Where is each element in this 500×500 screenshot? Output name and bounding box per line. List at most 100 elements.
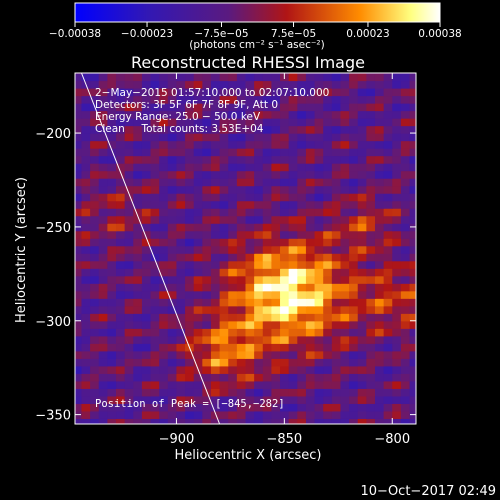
heatmap-cell bbox=[383, 275, 393, 284]
heatmap-cell bbox=[331, 185, 342, 194]
heatmap-cell bbox=[90, 260, 100, 269]
heatmap-cell bbox=[297, 350, 307, 359]
heatmap-cell bbox=[323, 80, 333, 89]
heatmap-cell bbox=[297, 125, 307, 134]
heatmap-cell bbox=[366, 290, 376, 299]
heatmap-cell bbox=[107, 418, 117, 424]
heatmap-cell bbox=[366, 275, 376, 284]
heatmap-cell bbox=[280, 80, 290, 89]
heatmap-cell bbox=[210, 335, 221, 344]
heatmap-cell bbox=[392, 148, 402, 157]
heatmap-cell bbox=[340, 343, 350, 352]
heatmap-cell bbox=[124, 95, 134, 104]
heatmap-cell bbox=[116, 328, 126, 337]
heatmap-cell bbox=[280, 193, 290, 202]
heatmap-cell bbox=[323, 290, 333, 299]
heatmap-cell bbox=[340, 298, 350, 307]
heatmap-cell bbox=[210, 358, 221, 367]
heatmap-cell bbox=[185, 388, 195, 397]
heatmap-cell bbox=[75, 305, 83, 314]
heatmap-cell bbox=[245, 230, 255, 239]
heatmap-cell bbox=[219, 298, 229, 307]
heatmap-cell bbox=[159, 335, 169, 344]
heatmap-cell bbox=[167, 335, 178, 344]
heatmap-cell bbox=[236, 103, 247, 112]
heatmap-cell bbox=[400, 350, 411, 359]
heatmap-cell bbox=[116, 313, 126, 322]
heatmap-cell bbox=[366, 245, 376, 254]
heatmap-cell bbox=[159, 223, 169, 232]
heatmap-cell bbox=[305, 313, 316, 322]
heatmap-cell bbox=[210, 238, 221, 247]
heatmap-cell bbox=[219, 193, 229, 202]
heatmap-cell bbox=[193, 298, 203, 307]
heatmap-cell bbox=[340, 260, 350, 269]
heatmap-cell bbox=[107, 410, 117, 419]
heatmap-cell bbox=[331, 253, 342, 262]
heatmap-cell bbox=[75, 155, 83, 164]
heatmap-cell bbox=[124, 373, 134, 382]
heatmap-cell bbox=[124, 395, 134, 404]
heatmap-cell bbox=[331, 163, 342, 172]
heatmap-cell bbox=[297, 283, 307, 292]
heatmap-cell bbox=[400, 238, 411, 247]
heatmap-cell bbox=[271, 178, 281, 187]
heatmap-cell bbox=[219, 215, 229, 224]
heatmap-cell bbox=[383, 208, 393, 217]
heatmap-cell bbox=[297, 365, 307, 374]
heatmap-cell bbox=[219, 328, 229, 337]
heatmap-cell bbox=[141, 103, 152, 112]
heatmap-cell bbox=[323, 245, 333, 254]
heatmap-cell bbox=[219, 133, 229, 142]
heatmap-cell bbox=[202, 148, 212, 157]
heatmap-cell bbox=[236, 238, 247, 247]
heatmap-cell bbox=[374, 230, 385, 239]
heatmap-cell bbox=[305, 298, 316, 307]
heatmap-cell bbox=[141, 88, 152, 97]
heatmap-cell bbox=[297, 358, 307, 367]
heatmap-cell bbox=[159, 395, 169, 404]
heatmap-cell bbox=[228, 298, 238, 307]
heatmap-cell bbox=[314, 313, 324, 322]
heatmap-cell bbox=[314, 343, 324, 352]
heatmap-cell bbox=[409, 88, 416, 97]
heatmap-cell bbox=[159, 200, 169, 209]
heatmap-cell bbox=[331, 95, 342, 104]
heatmap-cell bbox=[392, 178, 402, 187]
heatmap-cell bbox=[245, 373, 255, 382]
heatmap-cell bbox=[193, 170, 203, 179]
heatmap-cell bbox=[254, 215, 264, 224]
heatmap-cell bbox=[167, 155, 178, 164]
heatmap-cell bbox=[75, 268, 83, 277]
heatmap-cell bbox=[271, 305, 281, 314]
heatmap-cell bbox=[262, 365, 272, 374]
heatmap-cell bbox=[271, 335, 281, 344]
heatmap-cell bbox=[176, 283, 186, 292]
heatmap-cell bbox=[176, 163, 186, 172]
heatmap-cell bbox=[349, 418, 359, 424]
heatmap-cell bbox=[75, 110, 83, 119]
heatmap-cell bbox=[90, 193, 100, 202]
heatmap-cell bbox=[141, 365, 152, 374]
heatmap-cell bbox=[116, 155, 126, 164]
heatmap-cell bbox=[124, 193, 134, 202]
heatmap-cell bbox=[236, 170, 247, 179]
heatmap-cell bbox=[185, 268, 195, 277]
heatmap-cell bbox=[159, 403, 169, 412]
heatmap-cell bbox=[141, 418, 152, 424]
heatmap-cell bbox=[340, 388, 350, 397]
heatmap-cell bbox=[305, 215, 316, 224]
heatmap-cell bbox=[262, 133, 272, 142]
heatmap-cell bbox=[297, 110, 307, 119]
heatmap-cell bbox=[150, 140, 160, 149]
heatmap-cell bbox=[202, 118, 212, 127]
heatmap-cell bbox=[409, 388, 416, 397]
heatmap-cell bbox=[107, 230, 117, 239]
heatmap-cell bbox=[98, 200, 108, 209]
heatmap-cell bbox=[107, 335, 117, 344]
heatmap-cell bbox=[349, 238, 359, 247]
heatmap-cell bbox=[133, 245, 143, 254]
heatmap-cell bbox=[98, 103, 108, 112]
heatmap-cell bbox=[409, 133, 416, 142]
heatmap-cell bbox=[219, 365, 229, 374]
